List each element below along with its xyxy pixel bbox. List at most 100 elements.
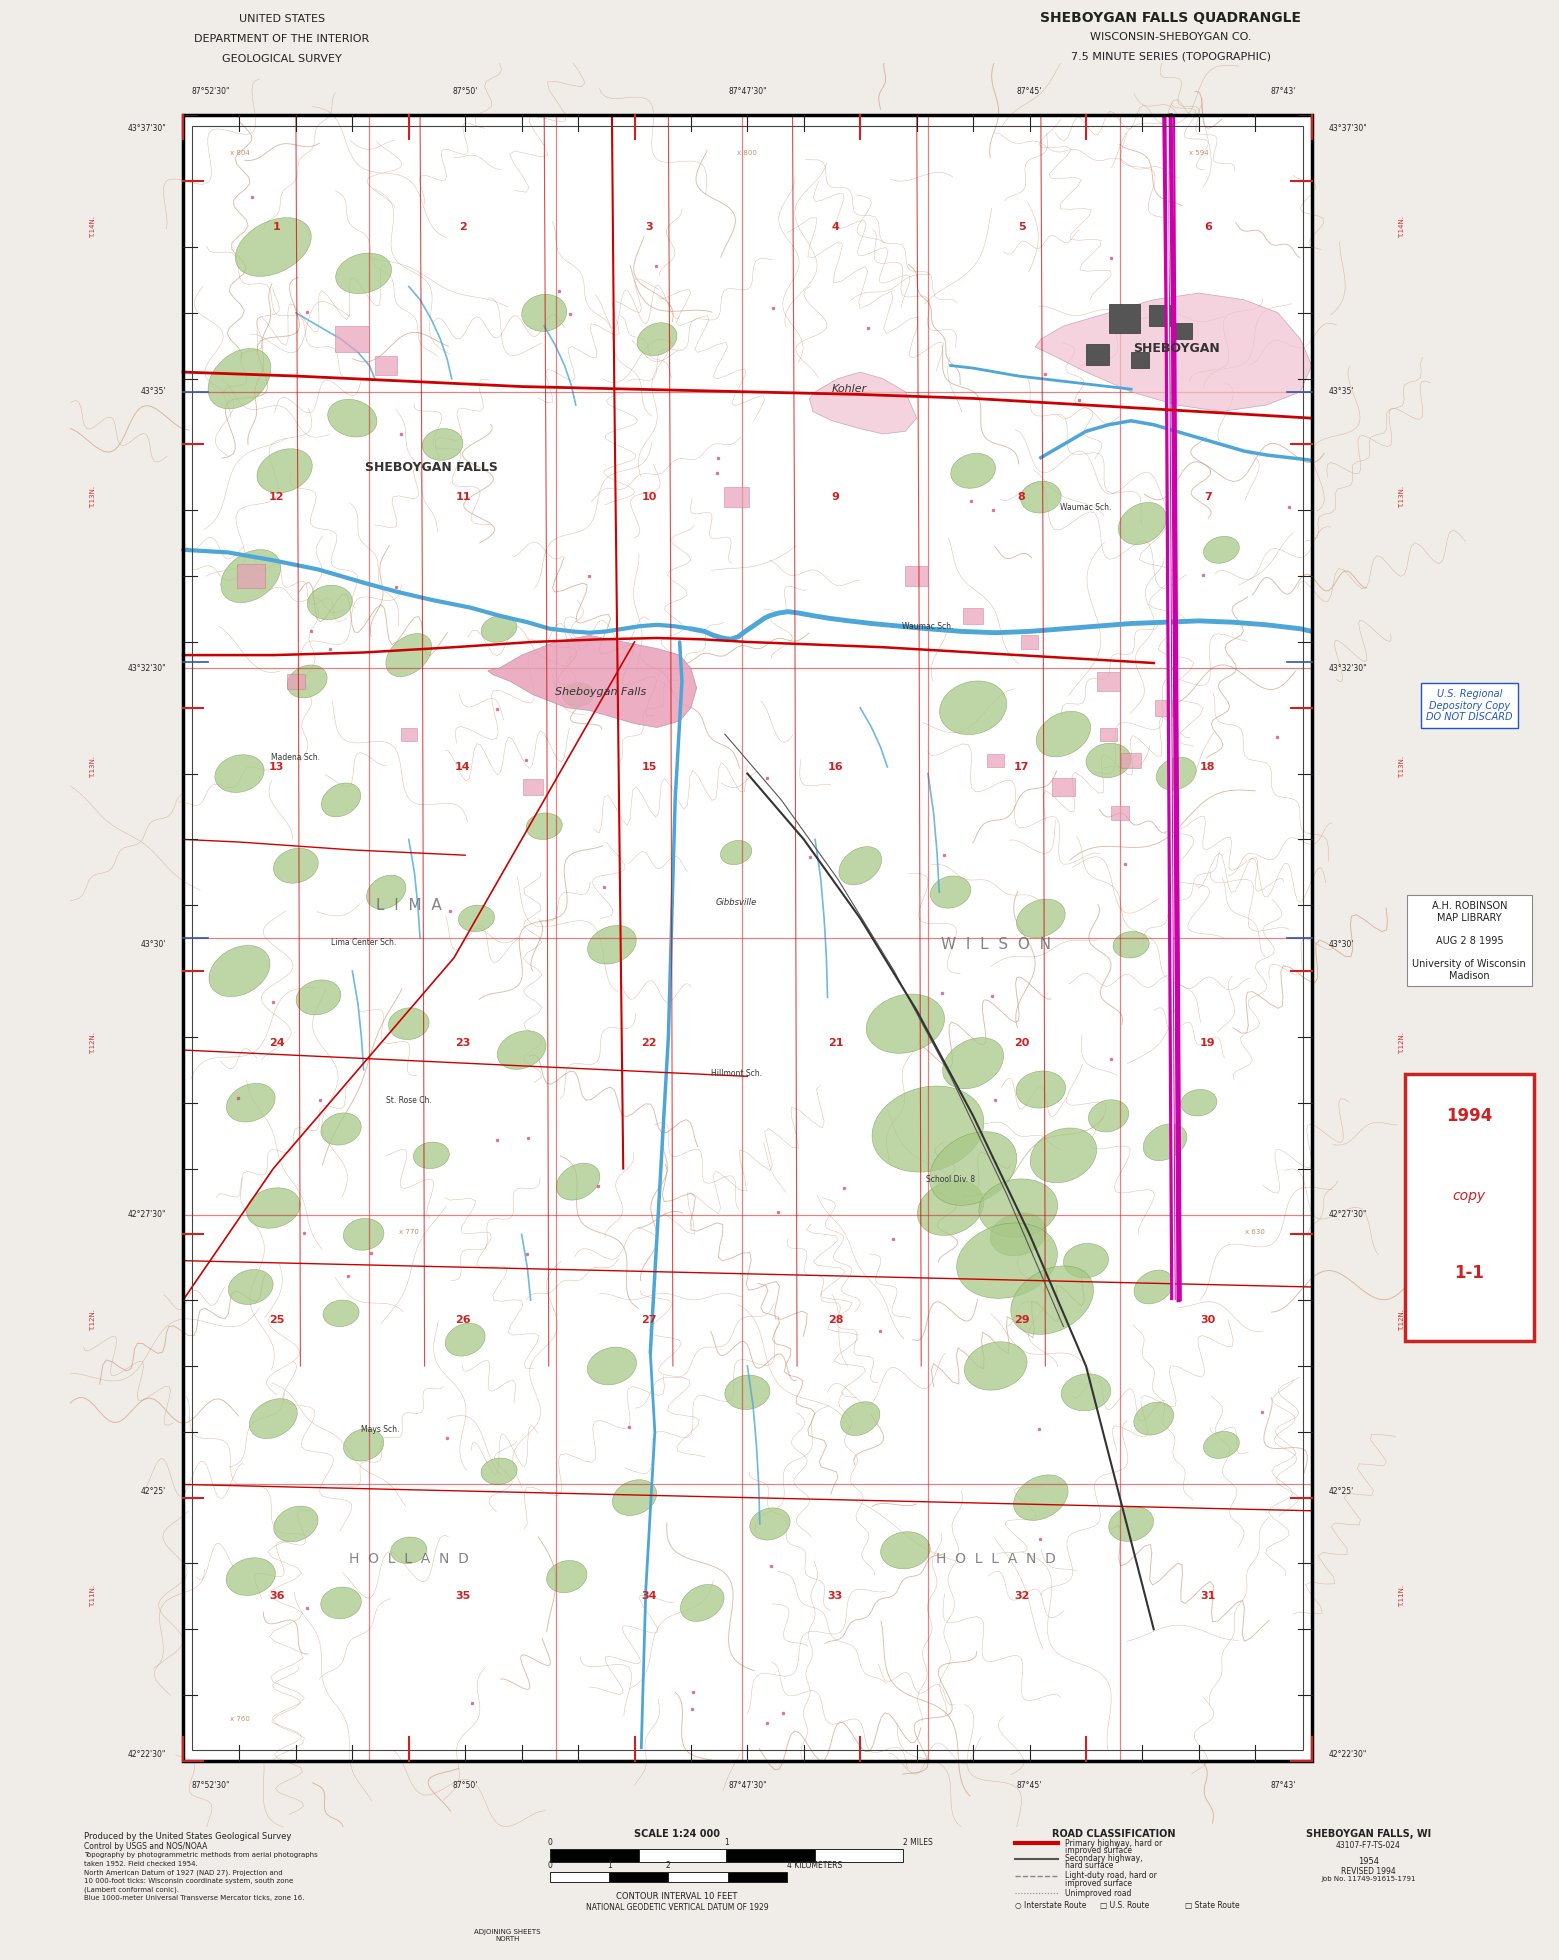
Ellipse shape [951, 453, 996, 488]
Ellipse shape [1088, 1100, 1129, 1133]
Bar [335, 325, 369, 353]
Text: 43°32'30": 43°32'30" [1328, 664, 1367, 672]
Text: St. Rose Ch.: St. Rose Ch. [387, 1096, 432, 1105]
Ellipse shape [226, 1084, 274, 1121]
Text: North American Datum of 1927 (NAD 27). Projection and: North American Datum of 1927 (NAD 27). P… [84, 1870, 282, 1876]
Text: GEOLOGICAL SURVEY: GEOLOGICAL SURVEY [221, 55, 341, 65]
Text: T.13N.: T.13N. [90, 486, 95, 508]
Text: ADJOINING SHEETS
NORTH: ADJOINING SHEETS NORTH [474, 1929, 541, 1942]
Text: 21: 21 [828, 1039, 843, 1049]
Text: x 804: x 804 [229, 149, 249, 157]
Ellipse shape [323, 1299, 359, 1327]
Text: 6: 6 [1204, 221, 1211, 233]
Text: 42°25': 42°25' [140, 1486, 167, 1495]
Ellipse shape [1010, 1266, 1093, 1335]
Text: 34: 34 [641, 1592, 656, 1601]
Text: 42°22'30": 42°22'30" [1328, 1750, 1367, 1758]
Text: 15: 15 [641, 762, 656, 772]
Text: 23: 23 [455, 1039, 471, 1049]
Text: □ U.S. Route: □ U.S. Route [1101, 1901, 1149, 1911]
Text: copy: copy [1453, 1188, 1486, 1203]
Text: T.13N.: T.13N. [1398, 486, 1405, 508]
Text: 18: 18 [1200, 762, 1216, 772]
Ellipse shape [221, 549, 281, 602]
Text: 0: 0 [547, 1838, 552, 1846]
Ellipse shape [246, 1188, 301, 1229]
Bar [1108, 304, 1140, 333]
Text: 29: 29 [1013, 1315, 1029, 1325]
Text: CONTOUR INTERVAL 10 FEET: CONTOUR INTERVAL 10 FEET [616, 1891, 737, 1901]
Text: 4 KILOMETERS: 4 KILOMETERS [787, 1860, 842, 1870]
Bar [192, 125, 1303, 1750]
Ellipse shape [321, 1588, 362, 1619]
Ellipse shape [228, 1270, 273, 1305]
Text: 2 MILES: 2 MILES [903, 1838, 932, 1846]
Text: 28: 28 [828, 1315, 843, 1325]
Text: SHEBOYGAN: SHEBOYGAN [1133, 343, 1219, 355]
Text: 42°27'30": 42°27'30" [1328, 1209, 1367, 1219]
Ellipse shape [321, 1113, 362, 1145]
Text: 87°50': 87°50' [452, 1780, 479, 1789]
Text: Kohler: Kohler [831, 384, 867, 394]
Ellipse shape [547, 1560, 586, 1593]
Ellipse shape [563, 682, 594, 706]
Text: Unimproved road: Unimproved road [1065, 1889, 1132, 1897]
Text: 13: 13 [270, 762, 284, 772]
Text: SCALE 1:24 000: SCALE 1:24 000 [635, 1829, 720, 1838]
Ellipse shape [1133, 1270, 1174, 1303]
Bar [726, 1850, 815, 1862]
Text: Gibbsville: Gibbsville [716, 898, 756, 907]
Text: 87°45': 87°45' [1016, 86, 1043, 96]
Text: 1: 1 [606, 1860, 611, 1870]
Bar [1052, 778, 1074, 796]
Ellipse shape [391, 1537, 427, 1564]
Ellipse shape [335, 253, 391, 294]
Bar [1177, 323, 1193, 339]
Text: 30: 30 [1200, 1315, 1216, 1325]
Polygon shape [488, 635, 697, 727]
Ellipse shape [249, 1399, 298, 1439]
Ellipse shape [527, 813, 563, 839]
Text: 20: 20 [1013, 1039, 1029, 1049]
Bar [728, 1872, 787, 1882]
Ellipse shape [917, 1180, 984, 1235]
Ellipse shape [1118, 502, 1166, 545]
Ellipse shape [871, 1086, 984, 1172]
Text: 19: 19 [1200, 1039, 1216, 1049]
Bar [550, 1850, 639, 1862]
Ellipse shape [940, 680, 1007, 735]
Ellipse shape [1030, 1127, 1096, 1182]
Ellipse shape [422, 429, 463, 461]
Text: 1-1: 1-1 [1455, 1264, 1484, 1282]
Ellipse shape [257, 449, 312, 492]
Text: 7.5 MINUTE SERIES (TOPOGRAPHIC): 7.5 MINUTE SERIES (TOPOGRAPHIC) [1071, 51, 1271, 63]
Text: 87°47'30": 87°47'30" [728, 1780, 767, 1789]
Text: Light-duty road, hard or: Light-duty road, hard or [1065, 1872, 1157, 1880]
Text: DEPARTMENT OF THE INTERIOR: DEPARTMENT OF THE INTERIOR [195, 33, 369, 43]
Ellipse shape [957, 1223, 1057, 1298]
Text: School Div. 8: School Div. 8 [926, 1174, 974, 1184]
Ellipse shape [929, 1131, 1016, 1205]
Ellipse shape [296, 980, 341, 1015]
Text: U.S. Regional
Depository Copy
DO NOT DISCARD: U.S. Regional Depository Copy DO NOT DIS… [1426, 690, 1512, 721]
Ellipse shape [215, 755, 263, 792]
Ellipse shape [307, 586, 352, 619]
Text: 87°47'30": 87°47'30" [728, 86, 767, 96]
Ellipse shape [287, 664, 327, 698]
Text: 2: 2 [458, 221, 466, 233]
Text: Topography by photogrammetric methods from aerial photographs: Topography by photogrammetric methods fr… [84, 1852, 318, 1858]
Ellipse shape [1087, 743, 1132, 778]
Bar [610, 1872, 669, 1882]
Text: T.11N.: T.11N. [90, 1586, 95, 1607]
Bar [1149, 306, 1169, 325]
Ellipse shape [497, 1031, 546, 1070]
Text: 43°35': 43°35' [1328, 388, 1355, 396]
Text: 7: 7 [1204, 492, 1211, 502]
Text: Blue 1000-meter Universal Transverse Mercator ticks, zone 16.: Blue 1000-meter Universal Transverse Mer… [84, 1895, 304, 1901]
Text: improved surface: improved surface [1065, 1846, 1132, 1854]
Ellipse shape [458, 906, 494, 931]
Text: NATIONAL GEODETIC VERTICAL DATUM OF 1929: NATIONAL GEODETIC VERTICAL DATUM OF 1929 [586, 1903, 769, 1911]
Bar [1101, 727, 1118, 741]
Text: x 760: x 760 [229, 1717, 249, 1723]
Text: 10: 10 [641, 492, 656, 502]
